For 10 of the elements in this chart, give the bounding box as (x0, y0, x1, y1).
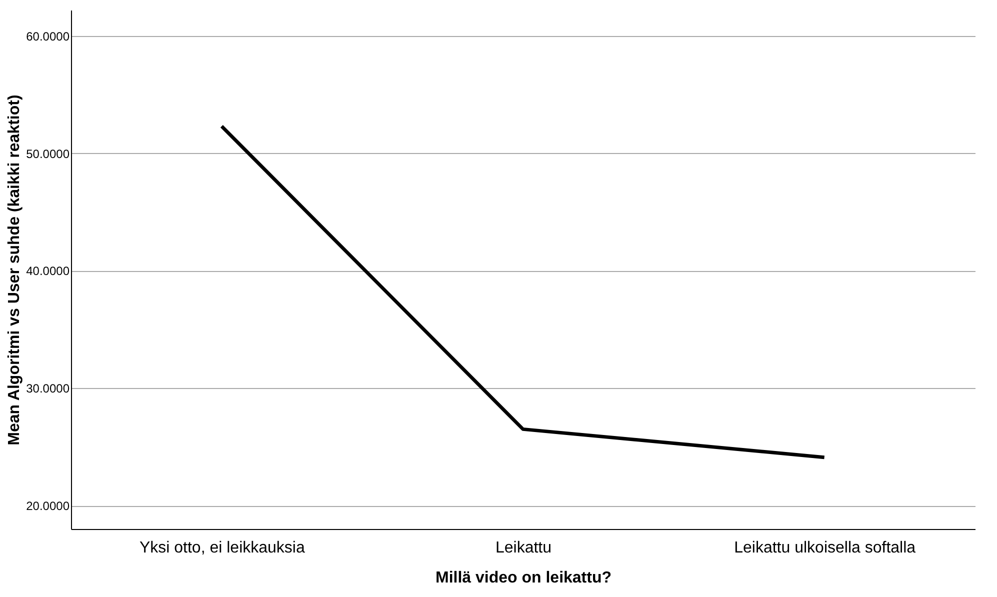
y-tick-label: 50.0000 (26, 146, 70, 161)
x-tick-label: Leikattu (495, 540, 552, 556)
x-tick-label: Yksi otto, ei leikkauksia (139, 540, 305, 556)
x-tick-label: Leikattu ulkoisella softalla (734, 540, 916, 556)
y-tick-label: 40.0000 (26, 264, 70, 278)
y-axis-title: Mean Algoritmi vs User suhde (kaikki reaktiot) (6, 94, 24, 446)
y-tick-label: 60.0000 (26, 29, 70, 44)
x-axis-title: Millä video on leikattu? (435, 570, 612, 586)
y-tick-label: 20.0000 (26, 499, 70, 514)
y-tick-label: 30.0000 (26, 382, 70, 396)
